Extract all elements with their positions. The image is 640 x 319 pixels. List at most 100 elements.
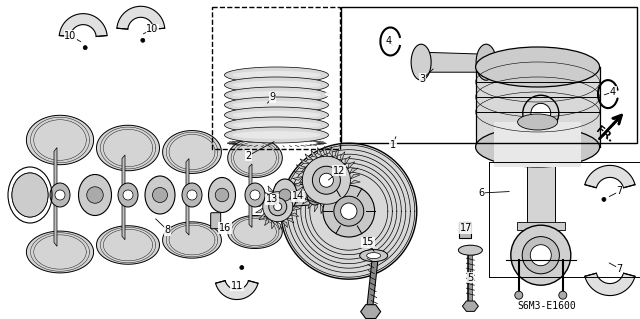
Text: 7: 7	[616, 263, 623, 274]
Ellipse shape	[476, 44, 496, 80]
Polygon shape	[262, 190, 269, 195]
Text: 8: 8	[164, 225, 171, 235]
Polygon shape	[361, 305, 381, 319]
Polygon shape	[421, 52, 486, 72]
Ellipse shape	[182, 183, 202, 207]
Polygon shape	[232, 81, 321, 89]
Circle shape	[602, 197, 606, 201]
Ellipse shape	[518, 114, 557, 130]
Polygon shape	[232, 131, 321, 139]
Polygon shape	[117, 6, 164, 29]
Polygon shape	[462, 301, 479, 311]
Polygon shape	[585, 273, 635, 295]
Polygon shape	[255, 208, 263, 213]
Polygon shape	[335, 148, 339, 159]
Circle shape	[123, 190, 133, 200]
Polygon shape	[286, 218, 294, 223]
Polygon shape	[232, 121, 321, 129]
Text: 6: 6	[478, 188, 484, 198]
Polygon shape	[339, 200, 348, 207]
Polygon shape	[186, 159, 189, 235]
Polygon shape	[259, 213, 264, 220]
Polygon shape	[275, 184, 279, 192]
Polygon shape	[232, 91, 321, 99]
Polygon shape	[276, 222, 281, 230]
Polygon shape	[97, 125, 159, 171]
Text: 10: 10	[64, 31, 77, 41]
Ellipse shape	[307, 185, 323, 205]
Polygon shape	[350, 180, 360, 184]
Ellipse shape	[458, 245, 483, 255]
Polygon shape	[305, 154, 314, 160]
Circle shape	[83, 46, 87, 50]
Polygon shape	[291, 194, 296, 200]
Polygon shape	[225, 77, 328, 93]
Text: 7: 7	[616, 186, 623, 197]
Polygon shape	[287, 188, 291, 196]
Polygon shape	[476, 67, 600, 147]
Circle shape	[87, 187, 103, 203]
Bar	[459, 222, 470, 238]
Circle shape	[515, 291, 523, 299]
Circle shape	[522, 237, 559, 274]
Ellipse shape	[476, 127, 600, 167]
Circle shape	[141, 38, 145, 42]
Ellipse shape	[12, 173, 48, 217]
Circle shape	[250, 190, 260, 200]
Polygon shape	[302, 195, 308, 204]
Polygon shape	[292, 207, 301, 211]
Text: 13: 13	[266, 194, 278, 204]
Polygon shape	[232, 71, 321, 79]
Ellipse shape	[411, 44, 431, 80]
Text: 3: 3	[419, 74, 426, 84]
Circle shape	[323, 185, 374, 237]
Polygon shape	[281, 184, 284, 193]
Polygon shape	[296, 165, 307, 169]
Polygon shape	[335, 203, 342, 211]
Polygon shape	[330, 204, 335, 213]
Polygon shape	[225, 117, 328, 133]
Polygon shape	[163, 130, 221, 174]
Text: 9: 9	[269, 92, 276, 102]
Circle shape	[523, 95, 559, 131]
Polygon shape	[163, 222, 221, 258]
Polygon shape	[308, 199, 312, 209]
Polygon shape	[97, 226, 159, 264]
Polygon shape	[225, 107, 328, 123]
Text: 2: 2	[245, 151, 252, 161]
Polygon shape	[271, 220, 275, 229]
Circle shape	[274, 203, 282, 211]
Polygon shape	[298, 191, 305, 199]
Text: 4: 4	[386, 36, 392, 46]
Circle shape	[334, 196, 364, 226]
Polygon shape	[320, 204, 323, 214]
Polygon shape	[232, 111, 321, 119]
Bar	[341, 7, 637, 143]
Ellipse shape	[476, 47, 600, 87]
Polygon shape	[228, 138, 282, 177]
Circle shape	[531, 103, 550, 123]
Polygon shape	[348, 162, 355, 169]
Polygon shape	[294, 186, 303, 192]
Ellipse shape	[209, 177, 236, 212]
Circle shape	[215, 188, 228, 202]
Circle shape	[340, 203, 357, 219]
Text: S6M3-E1600: S6M3-E1600	[518, 301, 577, 311]
Polygon shape	[344, 197, 353, 202]
Polygon shape	[317, 147, 323, 157]
Polygon shape	[300, 159, 309, 164]
Circle shape	[240, 265, 244, 270]
Polygon shape	[346, 192, 356, 196]
Polygon shape	[517, 136, 564, 144]
Circle shape	[319, 173, 333, 187]
Circle shape	[559, 291, 567, 299]
Ellipse shape	[273, 179, 297, 211]
Polygon shape	[255, 203, 263, 207]
Text: 1: 1	[390, 140, 396, 150]
Text: 16: 16	[219, 223, 232, 233]
Text: 11: 11	[230, 280, 243, 291]
Polygon shape	[294, 171, 304, 174]
FancyBboxPatch shape	[211, 213, 221, 229]
Polygon shape	[225, 97, 328, 113]
Text: FR.: FR.	[594, 125, 615, 145]
